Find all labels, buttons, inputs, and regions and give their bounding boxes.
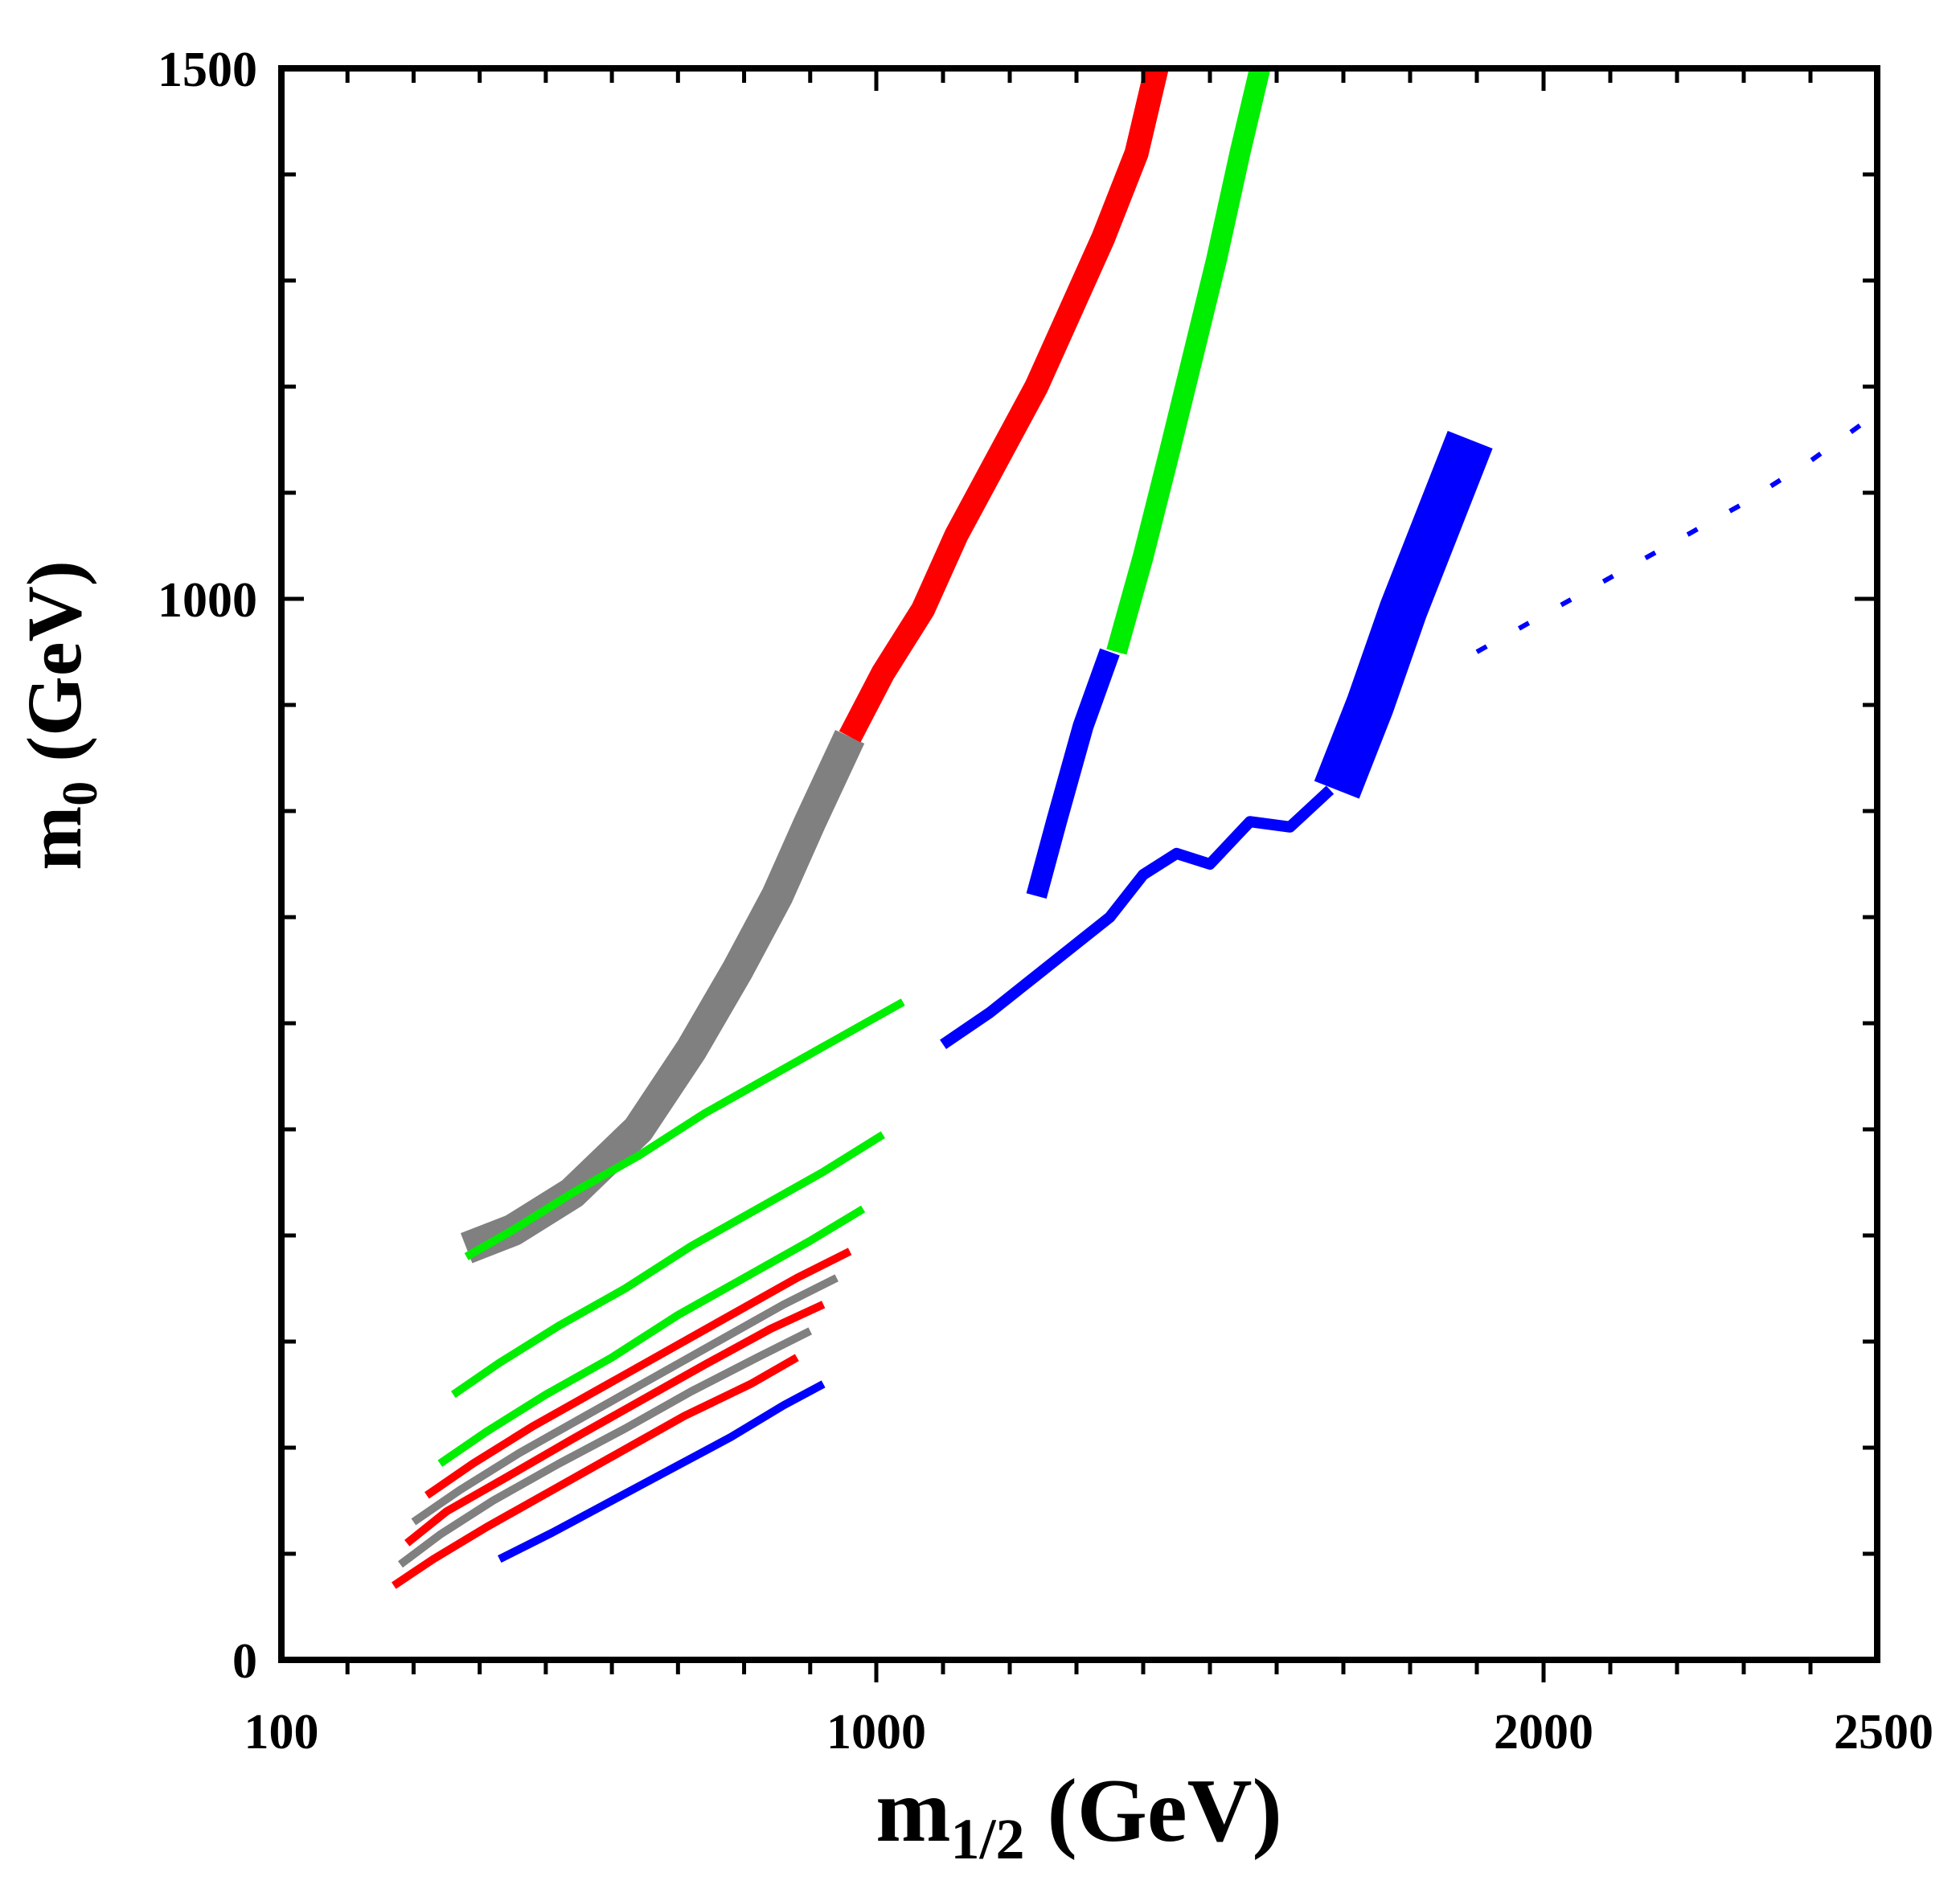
series-stripe-8 bbox=[392, 1354, 799, 1589]
x-axis-title-main: m bbox=[875, 1761, 950, 1861]
y-axis-title-sub: 0 bbox=[53, 781, 108, 806]
x-axis-title-sub: 1/2 bbox=[950, 1807, 1024, 1871]
series-stripe-7 bbox=[397, 1327, 813, 1568]
x-axis-title-unit: (GeV) bbox=[1025, 1761, 1282, 1861]
y-axis-title-main: m bbox=[11, 806, 97, 871]
y-tick-label: 1000 bbox=[158, 573, 257, 628]
series-stripe-3 bbox=[437, 1205, 866, 1467]
series-blue-band-inner bbox=[1026, 648, 1120, 899]
series-blue-region-right bbox=[1314, 431, 1493, 799]
series-red-band-main bbox=[839, 65, 1169, 743]
y-tick-label: 1500 bbox=[158, 43, 257, 97]
series-stripe-2 bbox=[450, 1131, 885, 1399]
series-blue-dotted-right bbox=[1475, 411, 1879, 654]
series-blue-boundary bbox=[940, 785, 1335, 1050]
series-stripe-6 bbox=[404, 1301, 826, 1547]
x-tick-label: 1000 bbox=[826, 1705, 926, 1760]
tick-label-layer: 100 1000 2000 2500 0 1000 1500 bbox=[158, 43, 1933, 1760]
series-green-band-main bbox=[1106, 66, 1270, 655]
plot-frame bbox=[278, 65, 1880, 1663]
series-stripe-1 bbox=[464, 998, 905, 1260]
y-axis-title: m0 (GeV) bbox=[11, 560, 108, 871]
x-axis-title: m1/2 (GeV) bbox=[875, 1761, 1282, 1871]
tick-layer bbox=[281, 68, 1877, 1682]
y-tick-label: 0 bbox=[232, 1634, 257, 1689]
x-tick-label: 2500 bbox=[1834, 1705, 1933, 1760]
series-stripe-4 bbox=[424, 1248, 852, 1499]
x-tick-label: 100 bbox=[244, 1705, 319, 1760]
y-axis-title-unit: (GeV) bbox=[11, 560, 97, 781]
series-gray-band-main bbox=[460, 730, 865, 1264]
x-tick-label: 2000 bbox=[1494, 1705, 1593, 1760]
series-stripe-5 bbox=[411, 1274, 839, 1526]
series-stripe-9 bbox=[498, 1380, 826, 1563]
series-layer bbox=[392, 65, 1879, 1589]
